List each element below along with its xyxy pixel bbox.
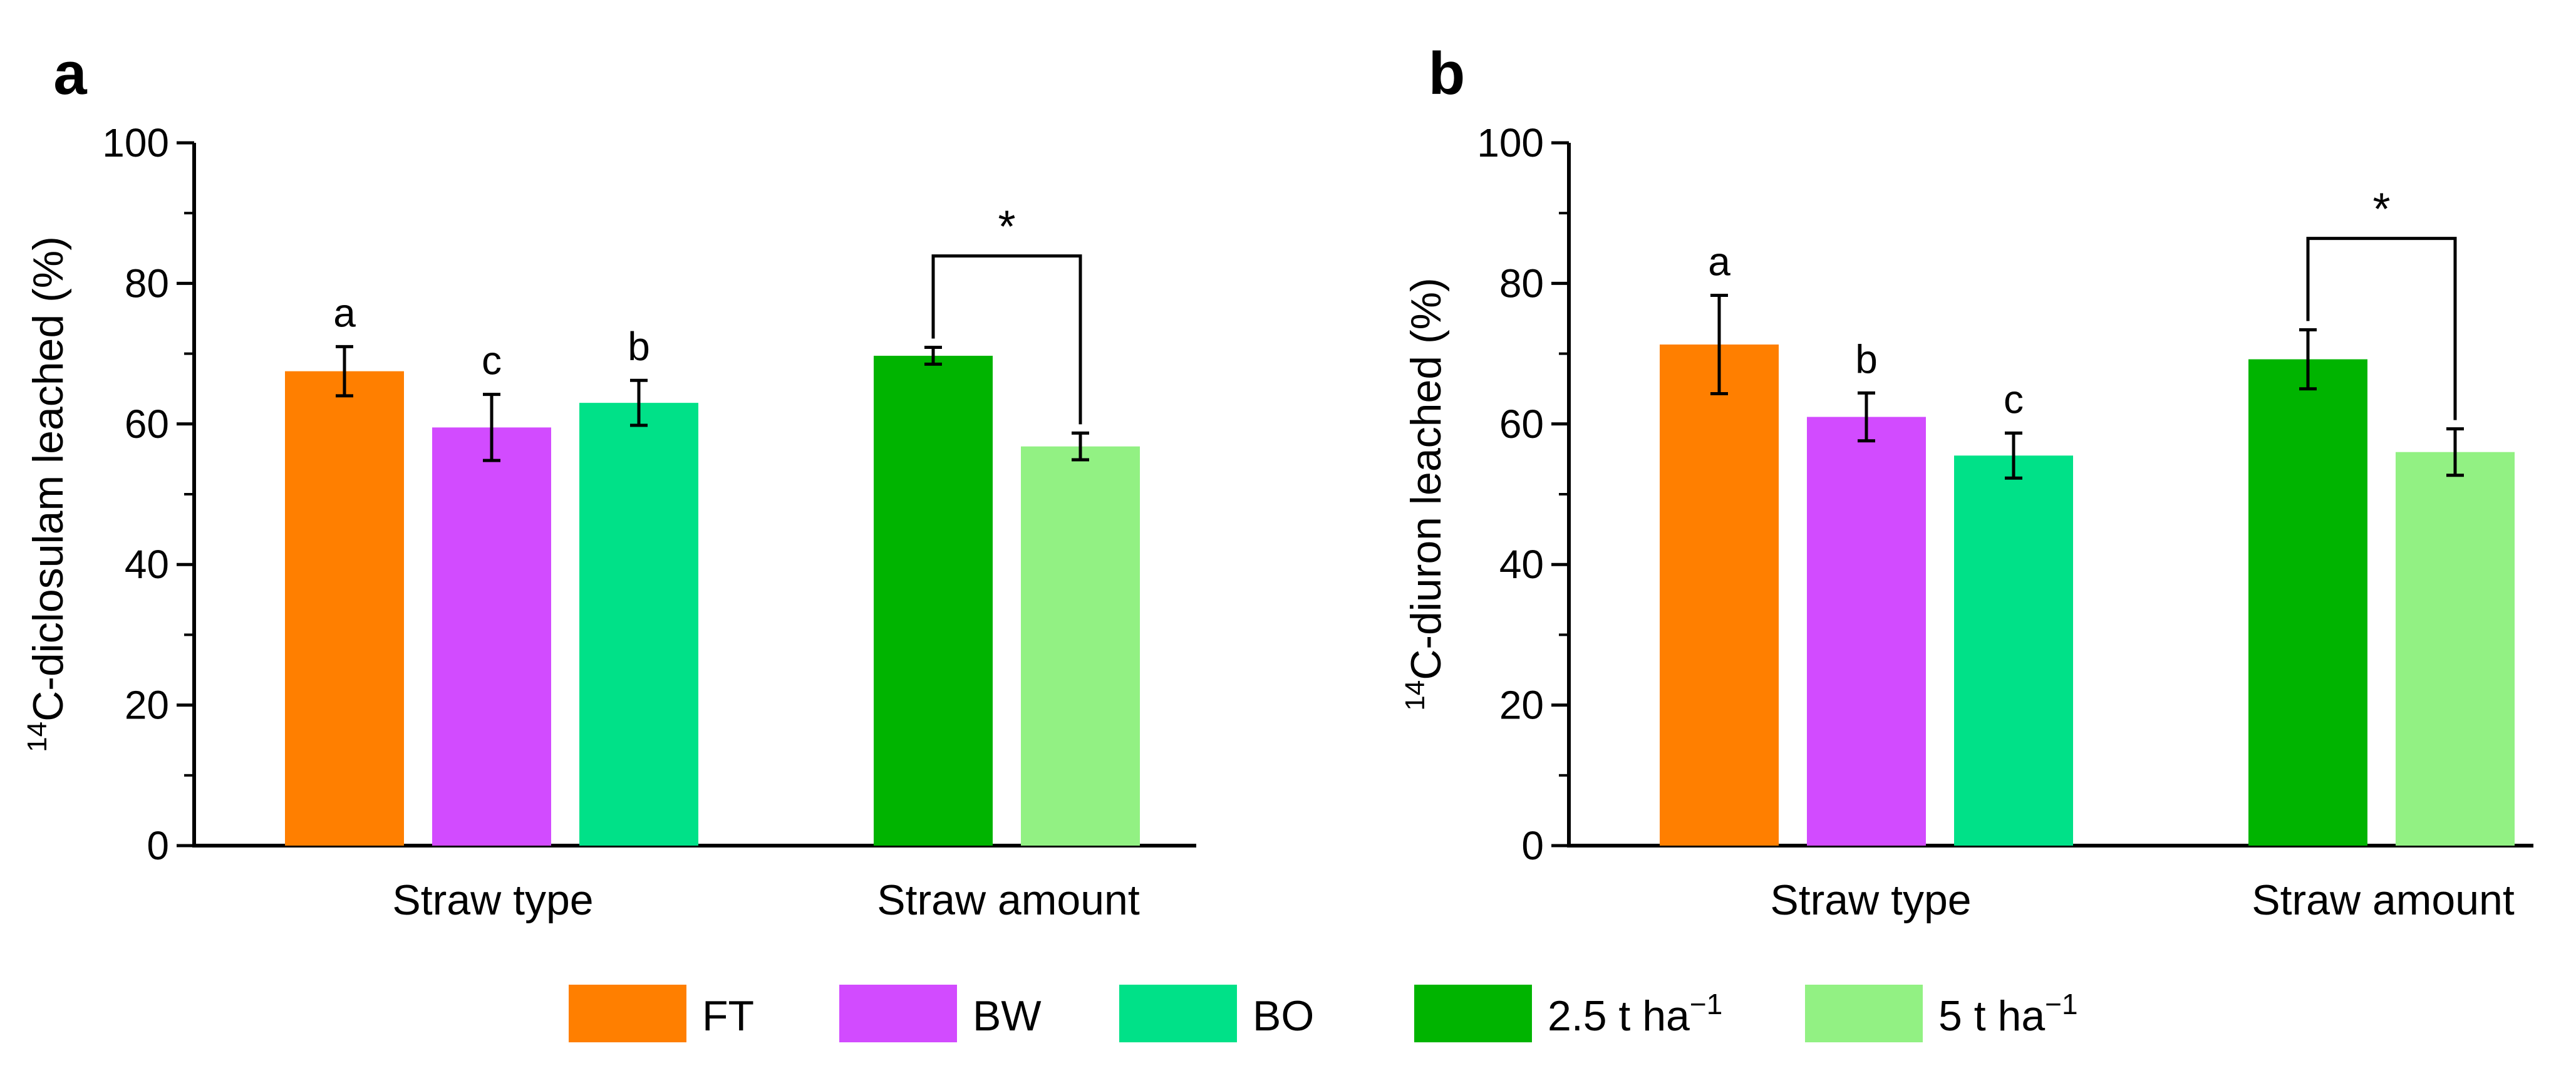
y-tick-label: 100 — [102, 120, 169, 165]
bar-bo — [579, 403, 698, 846]
y-tick-label: 20 — [125, 683, 169, 728]
bar-5-t-ha-1 — [2396, 452, 2515, 846]
y-tick-label: 80 — [1499, 261, 1544, 306]
bar-bo — [1954, 455, 2073, 846]
legend-swatch — [1119, 985, 1237, 1042]
x-group-label: Straw amount — [877, 876, 1140, 924]
chart-panel-b: b 0 20 40 60 80 100 14C-diuron leached (%) a b c St… — [1400, 40, 2533, 924]
significance-letter: a — [333, 290, 356, 335]
x-group-label: Straw amount — [2252, 876, 2515, 924]
legend-label: 2.5 t ha−1 — [1548, 988, 1722, 1040]
y-tick-label: 60 — [1499, 402, 1544, 447]
legend-swatch — [1414, 985, 1532, 1042]
x-group-label: Straw type — [1770, 876, 1971, 924]
y-axis-label-text: C-diuron leached (%) — [1402, 277, 1450, 680]
significance-letter: c — [2004, 376, 2024, 422]
y-tick-label: 80 — [125, 261, 169, 306]
legend-label: 5 t ha−1 — [1938, 988, 2078, 1040]
y-tick-label: 40 — [1499, 542, 1544, 587]
y-axis-label: 14C-diclosulam leached (%) — [22, 236, 72, 752]
significance-bracket — [2306, 237, 2457, 420]
y-tick-label: 40 — [125, 542, 169, 587]
y-tick-label: 0 — [1521, 823, 1544, 868]
y-axis-label-text: C-diclosulam leached (%) — [24, 236, 72, 722]
legend-label-superscript: −1 — [2045, 988, 2077, 1020]
bar-2.5-t-ha-1 — [874, 355, 993, 846]
significance-star: * — [2372, 185, 2390, 235]
y-axis-label-superscript: 14 — [22, 722, 53, 752]
legend-swatch — [1805, 985, 1923, 1042]
legend-label: BO — [1253, 992, 1314, 1040]
significance-letter: a — [1708, 239, 1730, 284]
legend-label-superscript: −1 — [1690, 988, 1722, 1020]
legend-label: FT — [702, 992, 754, 1040]
y-tick-label: 100 — [1477, 120, 1544, 165]
significance-letter: b — [628, 324, 650, 369]
bar-5-t-ha-1 — [1021, 446, 1140, 846]
y-axis-label-superscript: 14 — [1400, 680, 1430, 711]
significance-star: * — [998, 202, 1015, 252]
y-axis-label: 14C-diuron leached (%) — [1400, 277, 1450, 710]
y-tick-label: 20 — [1499, 683, 1544, 728]
bar-ft — [1660, 345, 1779, 846]
legend-label: BW — [973, 992, 1042, 1040]
y-tick-label: 0 — [147, 823, 169, 868]
x-group-label: Straw type — [392, 876, 593, 924]
y-tick-label: 60 — [125, 402, 169, 447]
significance-bracket — [931, 254, 1082, 425]
bar-bw — [432, 427, 551, 846]
bar-2.5-t-ha-1 — [2248, 359, 2367, 846]
significance-letter: c — [482, 338, 502, 383]
legend: FT BW BO 2.5 t ha−1 5 t ha−1 — [569, 985, 2078, 1042]
significance-letter: b — [1855, 336, 1878, 381]
chart-panel-a: a 0 20 40 60 80 100 14C-diclosulam leached (%) a… — [22, 40, 1196, 924]
legend-swatch — [839, 985, 957, 1042]
panel-label: a — [53, 40, 87, 107]
bar-bw — [1807, 417, 1926, 846]
panel-label: b — [1429, 40, 1466, 107]
legend-swatch — [569, 985, 686, 1042]
bar-ft — [285, 371, 404, 846]
